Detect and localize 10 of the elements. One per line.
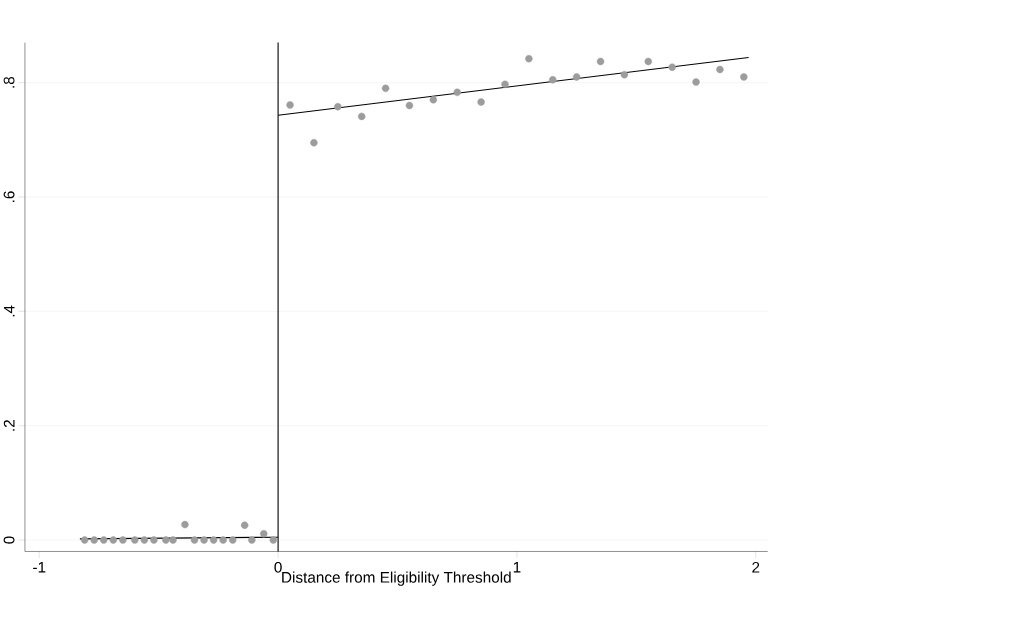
x-tick-label: 2 <box>752 562 760 573</box>
y-tick-label: .2 <box>3 420 15 431</box>
x-tick-label: -1 <box>33 562 46 573</box>
x-axis-title: Distance from Eligibility Threshold <box>282 571 511 586</box>
y-tick-label: 0 <box>3 536 15 544</box>
x-tick-label: 0 <box>274 562 282 573</box>
x-tick-label: 1 <box>513 562 521 573</box>
y-tick-label: .4 <box>3 305 15 317</box>
y-tick-label: .8 <box>3 77 15 88</box>
y-tick-label: .6 <box>3 191 15 203</box>
